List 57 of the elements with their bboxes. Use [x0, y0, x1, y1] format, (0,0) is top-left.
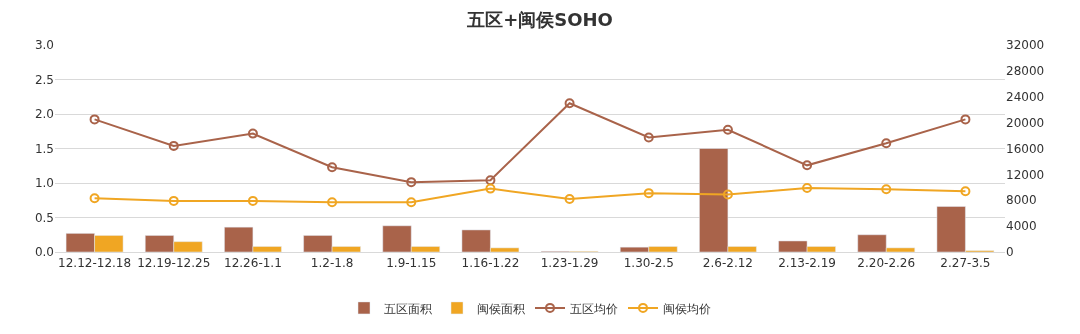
y2-tick-label: 12000: [1006, 167, 1045, 182]
y-tick-label: 2.0: [34, 107, 54, 122]
point: [881, 138, 892, 149]
point: [327, 162, 338, 173]
x-tick-label: 2.6-2.12: [702, 256, 753, 271]
point: [643, 188, 654, 199]
legend-label: 五区面积: [384, 301, 432, 316]
x-tick-label: 1.16-1.22: [461, 256, 520, 271]
y2-tick-label: 8000: [1006, 193, 1037, 208]
x-tick-label: 2.20-2.26: [857, 256, 916, 271]
y2-tick-label: 32000: [1006, 38, 1045, 53]
point: [247, 195, 258, 206]
x-tick-label: 12.12-12.18: [58, 256, 132, 271]
point: [960, 114, 971, 125]
point: [406, 177, 417, 188]
y2-tick-label: 20000: [1006, 115, 1045, 130]
chart-title: 五区+闽侯SOHO: [466, 8, 613, 30]
y2-tick-label: 16000: [1006, 141, 1045, 156]
x-tick-label: 12.19-12.25: [137, 256, 211, 271]
x-tick-label: 1.2-1.8: [310, 256, 354, 271]
point: [406, 197, 417, 208]
y-tick-label: 1.0: [34, 176, 54, 191]
x-tick-label: 1.9-1.15: [386, 256, 437, 271]
y2-tick-label: 4000: [1006, 219, 1037, 234]
point: [722, 189, 733, 200]
y-tick-label: 0.5: [34, 210, 54, 225]
x-tick-label: 12.26-1.1: [224, 256, 282, 271]
x-tick-label: 2.13-2.19: [778, 256, 836, 271]
point: [564, 98, 575, 109]
point: [802, 182, 813, 193]
point: [960, 186, 971, 197]
point: [89, 193, 100, 204]
y2-tick-label: 28000: [1006, 64, 1045, 79]
point: [881, 184, 892, 195]
legend-label: 五区均价: [570, 301, 618, 316]
point: [485, 175, 496, 186]
y-tick-label: 1.5: [34, 141, 54, 156]
y2-tick-label: 0: [1006, 245, 1014, 260]
point: [485, 183, 496, 194]
x-tick-label: 1.30-2.5: [623, 256, 674, 271]
point: [89, 114, 100, 125]
point: [168, 140, 179, 151]
legend-label: 闽侯面积: [477, 301, 525, 316]
point: [327, 197, 338, 208]
y-tick-label: 2.5: [34, 72, 54, 87]
x-tick-label: 1.23-1.29: [540, 256, 599, 271]
y-tick-label: 0.0: [34, 245, 54, 260]
point: [564, 193, 575, 204]
x-tick-label: 2.27-3.5: [940, 256, 991, 271]
point: [802, 160, 813, 171]
legend-label: 闽侯均价: [663, 301, 711, 316]
point: [722, 124, 733, 135]
point: [247, 128, 258, 139]
y-tick-label: 3.0: [34, 38, 54, 53]
y2-tick-label: 24000: [1006, 89, 1045, 104]
point: [168, 195, 179, 206]
point: [643, 132, 654, 143]
